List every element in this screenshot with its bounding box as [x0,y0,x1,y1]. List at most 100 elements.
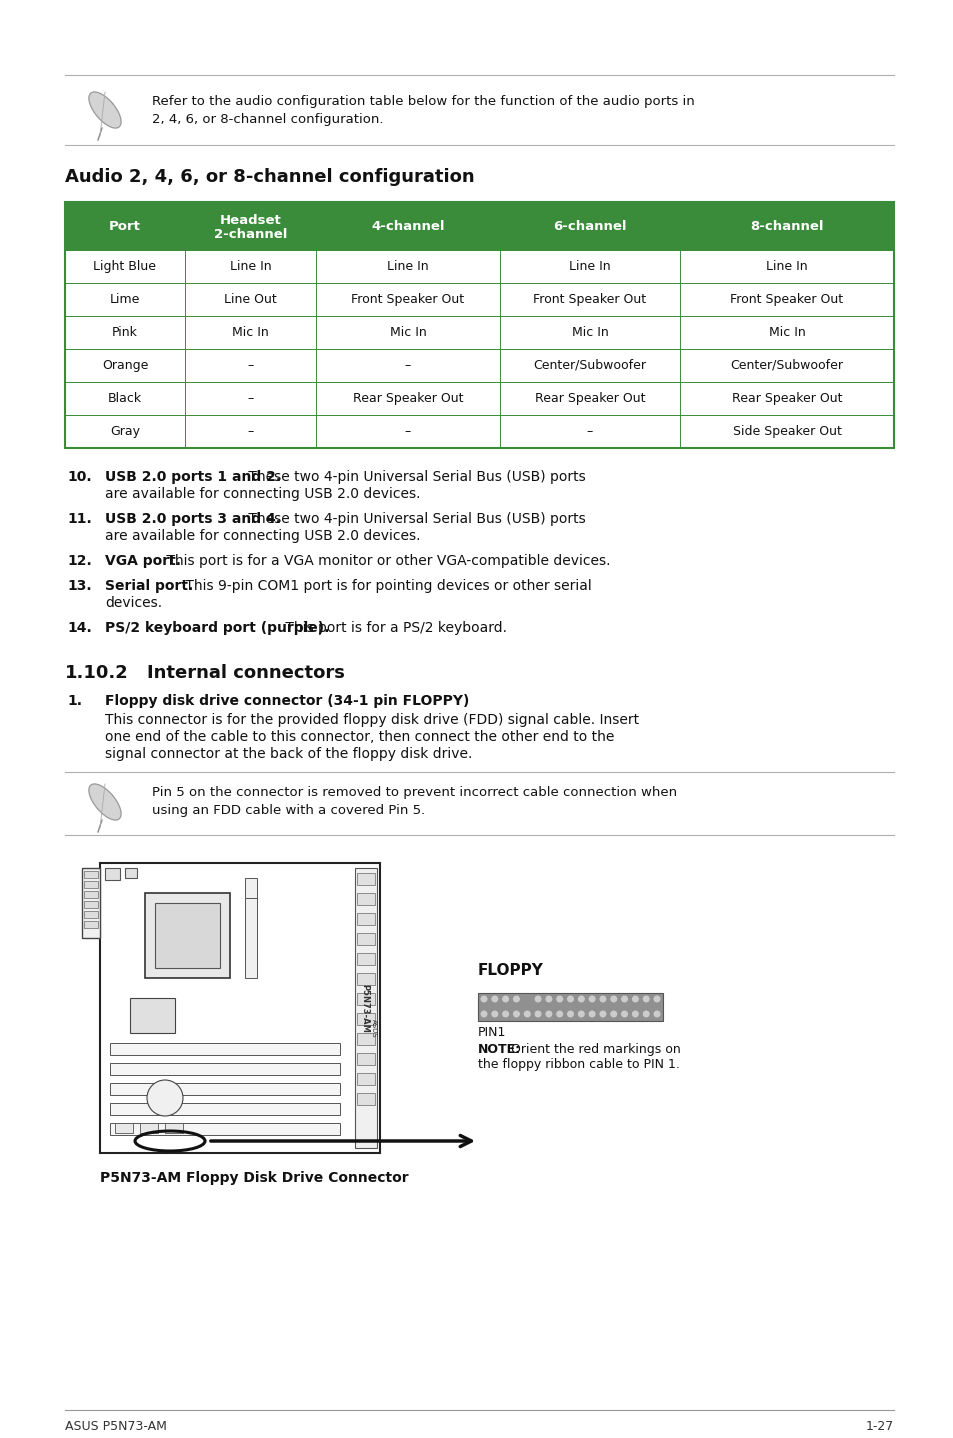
Text: Headset: Headset [219,213,281,227]
Bar [65,283,893,316]
Bar [84,902,98,907]
Circle shape [654,1011,659,1017]
Text: Lime: Lime [110,293,140,306]
Text: Mic In: Mic In [768,326,804,339]
Circle shape [480,1011,486,1017]
Circle shape [502,997,508,1002]
Circle shape [632,1011,638,1017]
Bar [356,1073,375,1086]
Text: ASUS P5N73-AM: ASUS P5N73-AM [65,1419,167,1434]
Bar [356,1053,375,1066]
Circle shape [632,997,638,1002]
Bar [110,1123,339,1135]
Text: 11.: 11. [67,512,91,526]
Text: –: – [247,360,253,372]
Text: P5N73-AM: P5N73-AM [360,984,369,1032]
Text: Rear Speaker Out: Rear Speaker Out [731,393,841,406]
Text: 2-channel: 2-channel [213,229,287,242]
Text: Light Blue: Light Blue [93,260,156,273]
Text: Side Speaker Out: Side Speaker Out [732,426,841,439]
Bar [100,863,379,1153]
Bar [115,1123,132,1133]
Bar [65,383,893,416]
Text: 13.: 13. [67,580,91,592]
Text: are available for connecting USB 2.0 devices.: are available for connecting USB 2.0 dev… [105,487,420,500]
Bar [356,913,375,925]
Circle shape [567,997,573,1002]
Circle shape [480,997,486,1002]
Text: Mic In: Mic In [232,326,269,339]
Text: 6-channel: 6-channel [553,220,626,233]
Circle shape [535,997,540,1002]
Text: –: – [404,426,411,439]
Bar [140,1123,158,1133]
Text: devices.: devices. [105,595,162,610]
Text: NOTE:: NOTE: [477,1043,520,1055]
Text: Refer to the audio configuration table below for the function of the audio ports: Refer to the audio configuration table b… [152,95,694,108]
Bar [477,994,662,1021]
Text: –: – [247,426,253,439]
Text: Line In: Line In [230,260,271,273]
Bar [356,1012,375,1025]
Text: Front Speaker Out: Front Speaker Out [351,293,464,306]
Bar [154,903,220,968]
Bar [84,871,98,879]
Text: –: – [404,360,411,372]
Text: Center/Subwoofer: Center/Subwoofer [533,360,646,372]
Text: These two 4-pin Universal Serial Bus (USB) ports: These two 4-pin Universal Serial Bus (US… [243,470,585,485]
Text: 1.: 1. [67,695,82,707]
Text: This connector is for the provided floppy disk drive (FDD) signal cable. Insert: This connector is for the provided flopp… [105,713,639,728]
Text: 1-27: 1-27 [864,1419,893,1434]
Text: 2, 4, 6, or 8-channel configuration.: 2, 4, 6, or 8-channel configuration. [152,114,383,127]
Text: Orient the red markings on: Orient the red markings on [506,1043,680,1055]
Text: using an FDD cable with a covered Pin 5.: using an FDD cable with a covered Pin 5. [152,804,425,817]
Text: Serial port.: Serial port. [105,580,193,592]
Text: These two 4-pin Universal Serial Bus (USB) ports: These two 4-pin Universal Serial Bus (US… [243,512,585,526]
Text: Black: Black [108,393,142,406]
Text: 14.: 14. [67,621,91,636]
Text: This port is for a VGA monitor or other VGA-compatible devices.: This port is for a VGA monitor or other … [161,554,610,568]
Text: Front Speaker Out: Front Speaker Out [533,293,646,306]
Text: Floppy disk drive connector (34-1 pin FLOPPY): Floppy disk drive connector (34-1 pin FL… [105,695,469,707]
Text: Pink: Pink [112,326,138,339]
Text: Orange: Orange [102,360,148,372]
Circle shape [654,997,659,1002]
Circle shape [545,1011,551,1017]
Circle shape [513,997,518,1002]
Text: Rear Speaker Out: Rear Speaker Out [535,393,644,406]
Bar [356,994,375,1005]
Text: 8-channel: 8-channel [749,220,822,233]
Text: USB 2.0 ports 3 and 4.: USB 2.0 ports 3 and 4. [105,512,281,526]
Text: Pin 5 on the connector is removed to prevent incorrect cable connection when: Pin 5 on the connector is removed to pre… [152,787,677,800]
Circle shape [545,997,551,1002]
Text: Internal connectors: Internal connectors [147,664,345,682]
Text: 12.: 12. [67,554,91,568]
Text: Line Out: Line Out [224,293,276,306]
Text: FLOPPY: FLOPPY [477,963,543,978]
Bar [110,1043,339,1055]
Polygon shape [89,784,121,820]
Text: Mic In: Mic In [389,326,426,339]
Bar [356,893,375,905]
Bar [65,316,893,349]
Circle shape [610,1011,616,1017]
Circle shape [589,1011,595,1017]
Circle shape [599,997,605,1002]
Text: VGA port.: VGA port. [105,554,181,568]
Bar [165,1123,183,1133]
Circle shape [621,997,627,1002]
Bar [65,201,893,449]
Circle shape [502,1011,508,1017]
Text: P5N73-AM Floppy Disk Drive Connector: P5N73-AM Floppy Disk Drive Connector [100,1171,408,1185]
Bar [110,1103,339,1114]
Bar [130,998,174,1032]
Bar [65,349,893,383]
Bar [84,892,98,897]
Text: –: – [586,426,593,439]
Text: USB 2.0 ports 1 and 2.: USB 2.0 ports 1 and 2. [105,470,281,485]
Bar [245,897,256,978]
Text: one end of the cable to this connector, then connect the other end to the: one end of the cable to this connector, … [105,731,614,743]
Bar [84,912,98,917]
Text: Port: Port [109,220,141,233]
Text: signal connector at the back of the floppy disk drive.: signal connector at the back of the flop… [105,746,472,761]
